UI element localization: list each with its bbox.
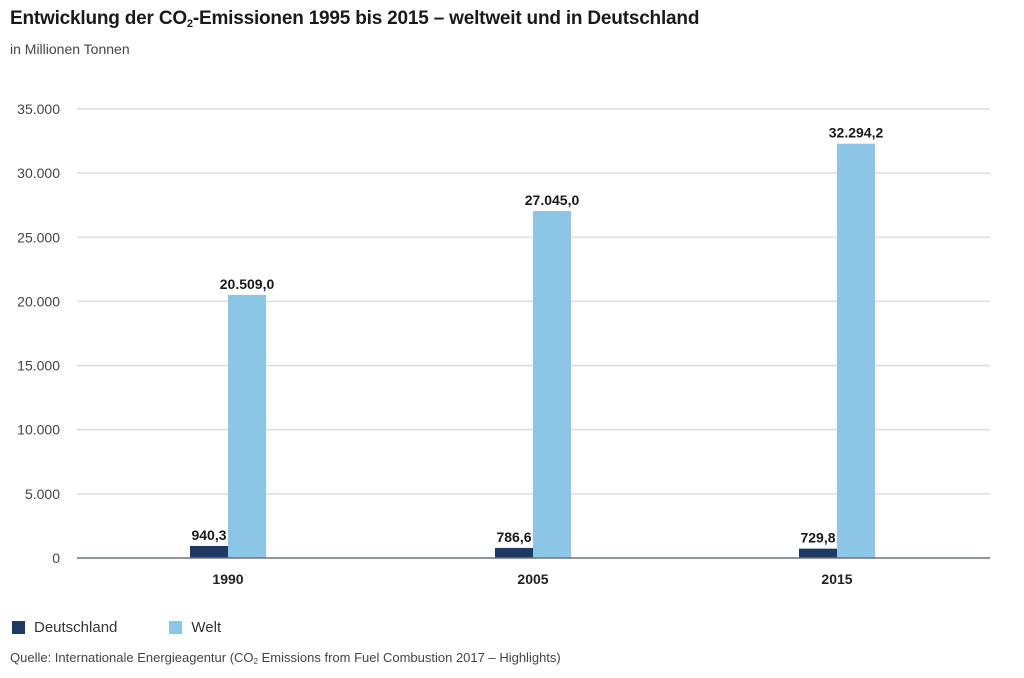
data-label: 27.045,0 bbox=[525, 192, 580, 208]
legend-swatch-welt bbox=[169, 621, 183, 634]
chart-title: Entwicklung der CO2-Emissionen 1995 bis … bbox=[10, 8, 700, 30]
bar-deutschland-1990 bbox=[190, 545, 228, 558]
legend-label: Deutschland bbox=[34, 619, 118, 636]
data-label: 32.294,2 bbox=[829, 125, 884, 141]
x-tick-label: 2015 bbox=[821, 571, 852, 587]
x-tick-label: 1990 bbox=[212, 571, 243, 587]
bar-welt-2015 bbox=[837, 143, 875, 558]
data-label: 940,3 bbox=[191, 527, 226, 543]
y-tick-label: 0 bbox=[52, 550, 60, 566]
legend-item-welt: Welt bbox=[169, 619, 221, 636]
y-tick-label: 10.000 bbox=[17, 422, 60, 438]
legend-label: Welt bbox=[191, 619, 222, 636]
y-tick-label: 30.000 bbox=[17, 165, 60, 181]
y-tick-label: 15.000 bbox=[17, 358, 60, 374]
source-note: Quelle: Internationale Energieagentur (C… bbox=[10, 650, 561, 666]
chart-subtitle: in Millionen Tonnen bbox=[10, 41, 130, 57]
data-label: 20.509,0 bbox=[220, 276, 275, 292]
y-tick-label: 25.000 bbox=[17, 229, 60, 245]
data-label: 729,8 bbox=[800, 530, 835, 546]
bar-deutschland-2015 bbox=[799, 548, 837, 558]
bar-welt-2005 bbox=[533, 211, 571, 559]
bar-deutschland-2005 bbox=[495, 547, 533, 558]
data-label: 786,6 bbox=[496, 529, 531, 545]
bar-welt-1990 bbox=[228, 294, 266, 558]
y-tick-label: 5.000 bbox=[25, 486, 60, 502]
legend-item-deutschland: Deutschland bbox=[12, 619, 117, 636]
x-tick-label: 2005 bbox=[517, 571, 548, 587]
y-tick-label: 35.000 bbox=[17, 101, 60, 117]
legend: Deutschland Welt bbox=[12, 619, 273, 636]
y-tick-label: 20.000 bbox=[17, 293, 60, 309]
legend-swatch-deutschland bbox=[12, 621, 25, 634]
